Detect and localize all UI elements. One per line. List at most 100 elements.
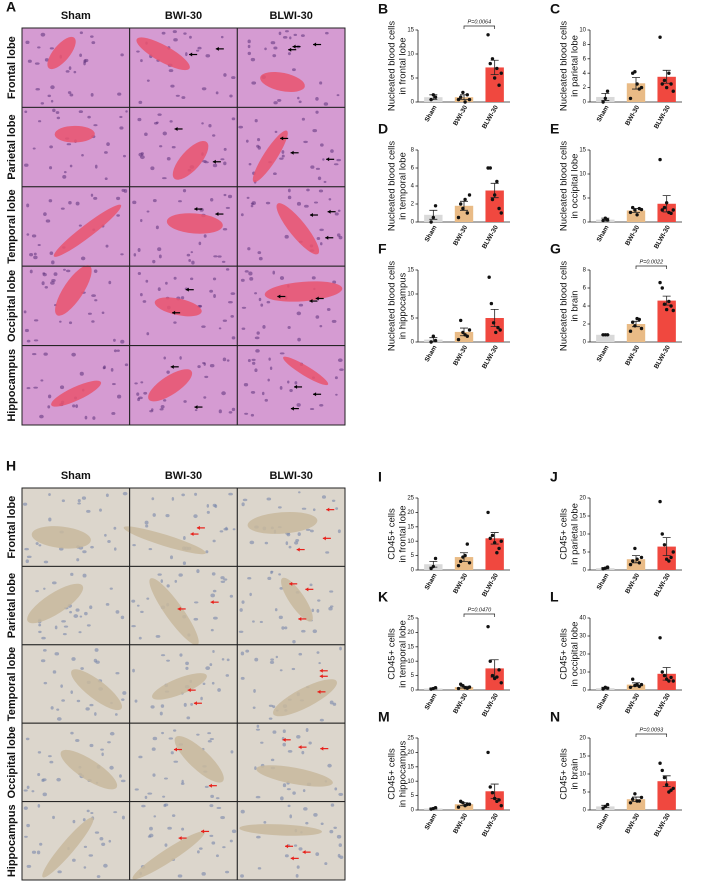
nucleus — [71, 352, 76, 357]
nucleus — [222, 357, 227, 362]
y-axis-label: CD45+ cells — [387, 748, 398, 800]
y-tick-label: 0 — [411, 340, 415, 346]
arrow-head — [173, 747, 177, 752]
nucleus — [53, 272, 58, 276]
nucleus — [193, 617, 199, 621]
nucleus — [60, 684, 63, 688]
bar — [485, 67, 504, 102]
nucleus — [173, 38, 178, 42]
nucleus — [254, 766, 257, 771]
nucleus — [109, 765, 114, 770]
data-point — [637, 317, 641, 322]
data-point — [660, 768, 664, 773]
micrograph — [21, 106, 131, 188]
vessel — [47, 36, 76, 70]
nucleus — [306, 188, 310, 192]
data-point — [671, 89, 675, 93]
nucleus — [179, 653, 183, 657]
data-point — [633, 792, 637, 796]
nucleus — [51, 581, 57, 585]
nucleus — [221, 658, 225, 661]
nucleus — [245, 139, 249, 143]
micrograph — [21, 265, 131, 347]
data-point — [429, 220, 433, 224]
nucleus — [264, 398, 268, 402]
nucleus — [111, 382, 116, 386]
bar — [485, 190, 504, 222]
nucleus — [334, 376, 338, 380]
nucleus — [134, 788, 139, 791]
data-point — [639, 85, 644, 90]
nucleus — [265, 201, 271, 205]
nucleus — [296, 201, 302, 206]
nucleus — [270, 41, 276, 45]
data-point — [497, 83, 501, 87]
nucleus — [282, 729, 286, 734]
nucleus — [278, 31, 282, 36]
nucleus — [48, 199, 53, 203]
nucleus — [86, 624, 91, 627]
vessel — [283, 356, 329, 386]
micrograph — [129, 186, 238, 267]
data-point — [605, 802, 610, 807]
nucleus — [212, 650, 215, 653]
nucleus — [308, 741, 312, 745]
nucleus — [330, 149, 334, 153]
significance-bracket — [463, 25, 496, 29]
y-tick-label: 8 — [583, 268, 587, 274]
arrow-head — [326, 157, 330, 162]
nucleus — [137, 117, 142, 122]
nucleus — [47, 755, 52, 758]
nucleus — [239, 608, 243, 612]
nucleus — [259, 620, 263, 623]
nucleus — [24, 110, 28, 114]
tissue — [237, 723, 345, 802]
nucleus — [222, 846, 226, 849]
data-point — [465, 334, 469, 338]
nucleus — [104, 533, 107, 537]
data-point — [633, 324, 637, 328]
data-point — [492, 796, 497, 801]
data-point — [499, 803, 503, 808]
nucleus — [84, 58, 89, 63]
nucleus — [196, 733, 200, 736]
nucleus — [215, 797, 220, 800]
nucleus — [297, 337, 301, 342]
nucleus — [208, 124, 212, 128]
nucleus — [38, 630, 42, 634]
nucleus — [254, 657, 259, 662]
nucleus — [113, 811, 118, 814]
nucleus — [203, 234, 207, 238]
nucleus — [297, 532, 301, 537]
nucleus — [268, 704, 274, 708]
nucleus — [155, 634, 161, 638]
nucleus — [282, 35, 288, 39]
nucleus — [334, 787, 338, 791]
y-tick-label: 4 — [583, 304, 587, 310]
data-point — [662, 543, 667, 547]
nucleus — [116, 196, 121, 201]
arrow-head — [296, 547, 300, 552]
nucleus — [134, 382, 138, 385]
vessel — [172, 141, 209, 180]
nucleus — [87, 312, 92, 315]
nucleus — [189, 35, 192, 39]
nucleus — [258, 256, 263, 261]
nucleus — [252, 706, 256, 710]
nucleus — [281, 150, 285, 154]
nucleus — [211, 572, 216, 576]
nucleus — [102, 366, 106, 370]
nucleus — [209, 663, 213, 667]
nucleus — [162, 795, 166, 798]
data-point — [463, 553, 467, 558]
tissue — [237, 266, 345, 346]
p-value: P=0.0022 — [639, 259, 663, 265]
bar — [454, 331, 474, 342]
nucleus — [136, 392, 140, 396]
panel-label: M — [378, 709, 390, 725]
data-point — [639, 682, 644, 687]
nucleus — [152, 773, 156, 777]
nucleus — [201, 325, 206, 328]
data-point — [496, 325, 500, 330]
nucleus — [56, 717, 62, 721]
